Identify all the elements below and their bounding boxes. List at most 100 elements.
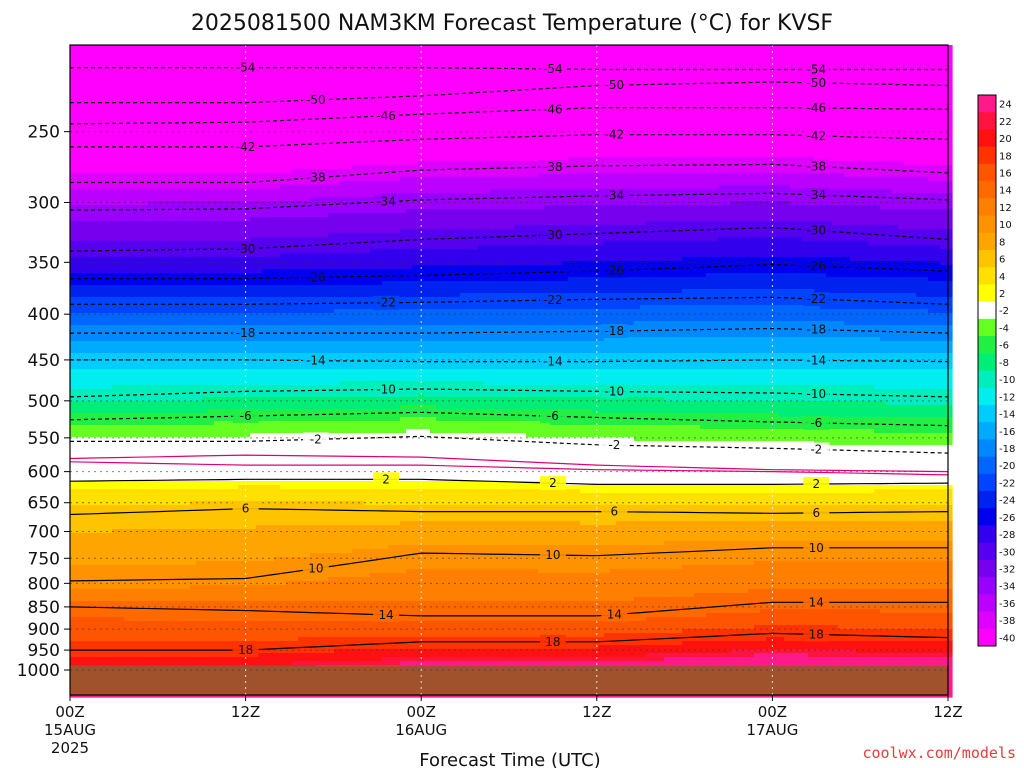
temperature-cell	[148, 261, 155, 266]
temperature-cell	[94, 185, 101, 190]
temperature-cell	[208, 553, 215, 558]
temperature-cell	[70, 453, 77, 458]
temperature-cell	[238, 273, 245, 278]
temperature-cell	[70, 225, 77, 230]
temperature-cell	[76, 277, 83, 282]
temperature-cell	[166, 245, 173, 250]
temperature-cell	[160, 301, 167, 306]
temperature-cell	[82, 385, 89, 390]
temperature-cell	[124, 53, 131, 58]
temperature-cell	[244, 361, 251, 366]
temperature-cell	[124, 637, 131, 642]
temperature-cell	[94, 205, 101, 210]
temperature-cell	[112, 597, 119, 602]
temperature-cell	[142, 281, 149, 286]
temperature-cell	[136, 145, 143, 150]
temperature-cell	[226, 581, 233, 586]
temperature-cell	[106, 341, 113, 346]
temperature-cell	[190, 657, 197, 662]
temperature-cell	[124, 297, 131, 302]
temperature-cell	[250, 261, 257, 266]
temperature-cell	[76, 125, 83, 130]
temperature-cell	[100, 537, 107, 542]
temperature-cell	[202, 77, 209, 82]
temperature-cell	[184, 277, 191, 282]
temperature-cell	[226, 61, 233, 66]
temperature-cell	[238, 45, 245, 50]
temperature-cell	[166, 185, 173, 190]
temperature-cell	[154, 621, 161, 626]
temperature-cell	[106, 261, 113, 266]
temperature-cell	[172, 193, 179, 198]
temperature-cell	[106, 389, 113, 394]
temperature-cell	[166, 617, 173, 622]
temperature-cell	[118, 221, 125, 226]
temperature-cell	[82, 73, 89, 78]
temperature-cell	[70, 581, 77, 586]
temperature-cell	[250, 265, 257, 270]
temperature-cell	[178, 273, 185, 278]
temperature-cell	[148, 301, 155, 306]
temperature-cell	[220, 569, 227, 574]
temperature-cell	[130, 429, 137, 434]
temperature-cell	[88, 429, 95, 434]
temperature-cell	[94, 221, 101, 226]
temperature-cell	[148, 221, 155, 226]
temperature-cell	[112, 485, 119, 490]
temperature-cell	[202, 49, 209, 54]
temperature-cell	[136, 133, 143, 138]
temperature-cell	[178, 97, 185, 102]
temperature-cell	[100, 181, 107, 186]
temperature-cell	[250, 365, 257, 370]
temperature-cell	[190, 245, 197, 250]
temperature-cell	[160, 73, 167, 78]
temperature-cell	[178, 549, 185, 554]
temperature-cell	[154, 153, 161, 158]
temperature-cell	[106, 273, 113, 278]
temperature-cell	[190, 213, 197, 218]
temperature-cell	[118, 365, 125, 370]
temperature-cell	[232, 445, 239, 450]
temperature-cell	[136, 125, 143, 130]
temperature-cell	[88, 281, 95, 286]
temperature-cell	[70, 657, 77, 662]
temperature-cell	[214, 141, 221, 146]
temperature-cell	[184, 249, 191, 254]
temperature-cell	[82, 81, 89, 86]
temperature-cell	[154, 285, 161, 290]
temperature-cell	[202, 489, 209, 494]
temperature-cell	[190, 481, 197, 486]
temperature-cell	[208, 661, 215, 666]
temperature-cell	[130, 473, 137, 478]
temperature-cell	[148, 621, 155, 626]
temperature-cell	[136, 321, 143, 326]
temperature-cell	[196, 233, 203, 238]
temperature-cell	[154, 545, 161, 550]
temperature-cell	[184, 241, 191, 246]
temperature-cell	[232, 193, 239, 198]
temperature-cell	[88, 277, 95, 282]
temperature-cell	[226, 425, 233, 430]
temperature-cell	[226, 553, 233, 558]
temperature-cell	[100, 289, 107, 294]
temperature-cell	[214, 221, 221, 226]
temperature-cell	[160, 525, 167, 530]
temperature-cell	[148, 573, 155, 578]
temperature-cell	[160, 365, 167, 370]
temperature-cell	[76, 177, 83, 182]
temperature-cell	[172, 569, 179, 574]
temperature-cell	[136, 189, 143, 194]
temperature-cell	[172, 361, 179, 366]
temperature-cell	[154, 457, 161, 462]
temperature-cell	[76, 625, 83, 630]
temperature-cell	[154, 377, 161, 382]
temperature-cell	[136, 609, 143, 614]
temperature-cell	[196, 165, 203, 170]
temperature-cell	[100, 373, 107, 378]
temperature-cell	[94, 477, 101, 482]
temperature-cell	[82, 445, 89, 450]
temperature-cell	[160, 381, 167, 386]
temperature-cell	[136, 549, 143, 554]
temperature-cell	[184, 421, 191, 426]
temperature-cell	[232, 349, 239, 354]
